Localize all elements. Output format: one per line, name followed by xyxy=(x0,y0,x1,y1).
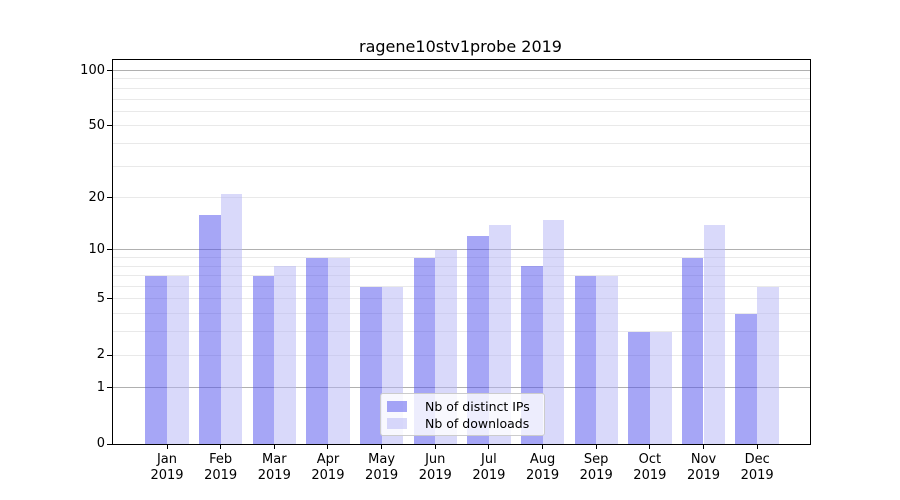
x-tick-label-mar: Mar 2019 xyxy=(257,452,291,483)
bar-downloads-jul xyxy=(488,224,511,444)
y-tick-label-100: 100 xyxy=(80,62,105,78)
legend-item-downloads: Nb of downloads xyxy=(387,415,544,432)
y-tick-mark-2 xyxy=(107,354,112,356)
bar-downloads-jan xyxy=(167,275,189,444)
legend-swatch-distinct-ips xyxy=(387,401,407,412)
y-tick-mark-20 xyxy=(107,197,112,199)
gridline-major-10 xyxy=(113,249,810,251)
y-tick-label-20: 20 xyxy=(88,189,105,205)
gridline-minor-50 xyxy=(113,125,810,127)
gridline-minor-70 xyxy=(113,98,810,100)
gridline-minor-5 xyxy=(113,298,810,300)
x-tick-label-jul: Jul 2019 xyxy=(472,452,506,483)
x-tick-mark-oct xyxy=(649,444,651,449)
bar-distinct-ips-feb xyxy=(198,214,221,444)
y-tick-label-0: 0 xyxy=(96,436,105,451)
plot-area xyxy=(112,59,811,445)
x-tick-label-dec: Dec 2019 xyxy=(740,452,774,483)
x-tick-mark-feb xyxy=(220,444,222,449)
x-tick-mark-mar xyxy=(273,444,275,449)
y-tick-mark-10 xyxy=(107,249,112,251)
gridline-minor-80 xyxy=(113,87,810,89)
gridline-minor-9 xyxy=(113,257,810,259)
x-tick-mark-jan xyxy=(166,444,168,449)
bar-downloads-apr xyxy=(327,257,350,444)
x-tick-label-nov: Nov 2019 xyxy=(686,452,721,483)
x-tick-mark-jun xyxy=(434,444,436,449)
bar-distinct-ips-mar xyxy=(252,275,275,444)
legend-swatch-downloads xyxy=(387,418,407,429)
gridline-minor-40 xyxy=(113,142,810,144)
legend-label-downloads: Nb of downloads xyxy=(425,416,530,431)
gridline-minor-4 xyxy=(113,313,810,315)
x-tick-mark-may xyxy=(381,444,383,449)
gridline-minor-7 xyxy=(113,275,810,277)
chart-title: ragene10stv1probe 2019 xyxy=(359,37,562,56)
gridline-minor-8 xyxy=(113,265,810,267)
bar-distinct-ips-dec xyxy=(735,313,758,444)
gridline-minor-30 xyxy=(113,165,810,167)
gridline-minor-90 xyxy=(113,78,810,80)
y-tick-mark-50 xyxy=(107,125,112,127)
legend-item-distinct-ips: Nb of distinct IPs xyxy=(387,398,544,415)
x-tick-mark-aug xyxy=(542,444,544,449)
y-tick-mark-5 xyxy=(107,298,112,300)
gridline-minor-6 xyxy=(113,286,810,288)
gridline-minor-2 xyxy=(113,354,810,356)
bar-downloads-dec xyxy=(757,286,779,444)
x-tick-label-aug: Aug 2019 xyxy=(526,452,560,483)
y-tick-label-5: 5 xyxy=(96,290,105,306)
x-tick-label-jan: Jan 2019 xyxy=(150,452,184,483)
gridline-minor-3 xyxy=(113,331,810,333)
x-tick-label-may: May 2019 xyxy=(365,452,399,483)
bar-distinct-ips-jul xyxy=(467,236,489,444)
x-tick-label-apr: Apr 2019 xyxy=(311,452,345,483)
gridline-major-100 xyxy=(113,70,810,71)
bar-downloads-aug xyxy=(542,219,565,444)
bar-distinct-ips-nov xyxy=(681,257,704,444)
x-tick-mark-sep xyxy=(595,444,597,449)
y-tick-label-1: 1 xyxy=(96,379,105,395)
y-tick-mark-1 xyxy=(107,387,112,389)
x-tick-label-oct: Oct 2019 xyxy=(633,452,667,483)
x-tick-mark-dec xyxy=(756,444,758,449)
gridline-minor-60 xyxy=(113,110,810,112)
x-tick-label-jun: Jun 2019 xyxy=(418,452,452,483)
bar-downloads-nov xyxy=(703,224,726,444)
bar-downloads-sep xyxy=(596,275,618,444)
bar-downloads-mar xyxy=(274,266,296,444)
bar-distinct-ips-sep xyxy=(574,275,597,444)
bar-distinct-ips-apr xyxy=(306,257,328,444)
bar-downloads-oct xyxy=(649,331,672,444)
x-tick-mark-nov xyxy=(703,444,704,449)
y-tick-mark-0 xyxy=(107,443,112,445)
x-tick-mark-apr xyxy=(327,444,329,449)
bar-distinct-ips-oct xyxy=(628,331,650,444)
y-tick-label-50: 50 xyxy=(88,117,105,133)
x-tick-label-sep: Sep 2019 xyxy=(579,452,613,483)
x-tick-mark-jul xyxy=(488,444,490,449)
y-tick-label-10: 10 xyxy=(88,241,105,257)
bar-distinct-ips-may xyxy=(359,286,382,444)
bar-distinct-ips-jan xyxy=(145,275,167,444)
y-tick-label-2: 2 xyxy=(96,347,105,363)
bar-downloads-feb xyxy=(220,193,243,444)
y-tick-mark-100 xyxy=(107,70,112,71)
legend-label-distinct-ips: Nb of distinct IPs xyxy=(425,399,530,414)
gridline-minor-20 xyxy=(113,197,810,199)
x-tick-label-feb: Feb 2019 xyxy=(204,452,238,483)
legend: Nb of distinct IPs Nb of downloads xyxy=(380,393,545,436)
gridline-major-1 xyxy=(113,387,810,389)
